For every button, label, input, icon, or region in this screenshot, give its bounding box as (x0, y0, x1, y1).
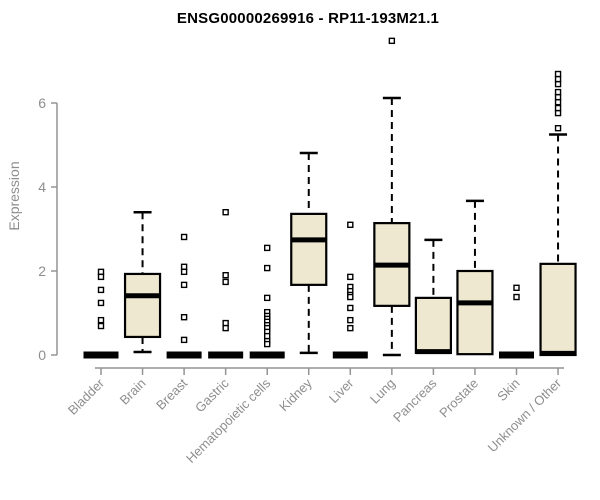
outlier-point (388, 37, 396, 45)
outlier-point (554, 104, 562, 112)
outlier-point (222, 324, 229, 332)
outlier-point (554, 70, 562, 78)
outlier-point (554, 109, 562, 117)
outlier-point (347, 304, 354, 312)
outlier-point (97, 273, 105, 281)
outlier-point (264, 332, 271, 340)
outlier-point (180, 314, 188, 321)
y-tick-label: 2 (38, 263, 46, 279)
outlier-point (554, 75, 562, 83)
outlier-point (347, 316, 354, 324)
outlier-point (222, 272, 229, 279)
collapsed-box (332, 351, 368, 359)
outlier-point (180, 281, 188, 289)
x-tick-label: Pancreas (390, 375, 440, 425)
x-tick-label: Unknown / Other (485, 375, 565, 455)
outlier-point (97, 268, 105, 276)
x-tick-label: Bladder (65, 375, 108, 418)
outlier-point (554, 80, 562, 88)
x-tick-label: Gastric (192, 375, 232, 415)
outlier-point (513, 284, 520, 291)
collapsed-box (249, 351, 285, 359)
collapsed-box (166, 351, 202, 359)
box (456, 269, 494, 356)
box (539, 262, 577, 357)
outlier-point (180, 263, 188, 270)
chart-title: ENSG00000269916 - RP11-193M21.1 (176, 10, 440, 27)
outlier-point (347, 324, 354, 332)
outlier-point (222, 319, 229, 327)
outlier-point (347, 221, 354, 229)
x-tick-label: Liver (326, 375, 357, 406)
y-tick-label: 4 (38, 179, 46, 195)
outlier-point (264, 264, 271, 272)
collapsed-box (208, 351, 244, 359)
outlier-point (222, 208, 229, 216)
x-tick-label: Kidney (276, 375, 315, 414)
outlier-point (180, 268, 188, 276)
outlier-point (264, 244, 271, 252)
x-tick-label: Brain (117, 376, 149, 408)
y-tick-label: 6 (38, 95, 46, 111)
outlier-point (97, 286, 105, 294)
outlier-point (97, 316, 105, 324)
x-tick-label: Lung (367, 376, 398, 407)
outlier-point (554, 124, 562, 132)
outlier-point (347, 273, 354, 281)
outlier-point (554, 98, 562, 106)
y-tick-label: 0 (38, 347, 46, 363)
outlier-point (347, 293, 354, 301)
outlier-point (97, 322, 105, 330)
outlier-point (554, 88, 562, 96)
outlier-point (264, 294, 271, 302)
box (290, 212, 328, 286)
outlier-point (554, 93, 562, 101)
box (123, 272, 162, 339)
outlier-point (180, 336, 188, 344)
box (414, 296, 452, 355)
x-tick-label: Prostate (436, 376, 481, 421)
outlier-point (180, 233, 188, 241)
x-tick-label: Skin (494, 376, 522, 404)
outlier-point (222, 278, 229, 286)
outlier-point (264, 340, 271, 348)
outlier-point (97, 299, 105, 307)
collapsed-box (499, 351, 534, 359)
outlier-point (513, 293, 520, 301)
collapsed-box (83, 351, 119, 359)
x-tick-label: Breast (153, 375, 190, 412)
